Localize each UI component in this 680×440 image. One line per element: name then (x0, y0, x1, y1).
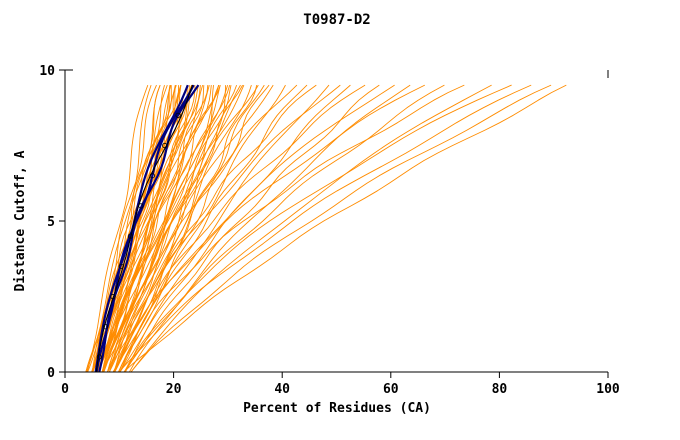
x-tick-label: 0 (61, 382, 69, 397)
x-tick-label: 60 (383, 382, 399, 397)
model-curve (124, 84, 445, 373)
series-lines (85, 84, 567, 373)
highlight-lines (94, 84, 200, 373)
model-curve (113, 84, 426, 373)
model-curve (123, 84, 380, 373)
model-curve (108, 84, 221, 373)
x-tick-label: 40 (274, 382, 290, 397)
curve-marker (110, 293, 116, 300)
model-curve (114, 85, 214, 373)
x-tick-label: 80 (492, 382, 508, 397)
curve-marker (102, 324, 109, 330)
model-curve (117, 84, 465, 373)
model-curve (123, 84, 512, 373)
curve-marker (127, 233, 134, 239)
model-curve (96, 84, 172, 373)
model-curve (119, 84, 351, 373)
model-curve (123, 84, 567, 373)
x-axis-label: Percent of Residues (CA) (243, 401, 431, 416)
model-curve (107, 84, 193, 373)
model-curve (124, 84, 330, 373)
x-tick-label: 100 (596, 382, 620, 397)
curve-marker (162, 142, 168, 149)
model-curve (101, 84, 238, 373)
y-tick-label: 0 (47, 366, 55, 381)
curve-marker (149, 173, 155, 179)
tick-labels: 0 20 40 60 80 100 0 5 10 (39, 64, 620, 397)
chart-title: T0987-D2 (303, 12, 370, 28)
y-tick-label: 5 (47, 215, 55, 230)
model-curve (108, 84, 243, 373)
model-curve (114, 84, 258, 373)
curve-marker (138, 203, 144, 209)
model-curve (113, 85, 232, 373)
model-curve (108, 84, 220, 373)
model-curve (86, 84, 149, 373)
x-tick-label: 20 (166, 382, 182, 397)
model-curve (119, 84, 395, 373)
curve-marker (118, 263, 124, 269)
model-curve (107, 84, 241, 373)
model-curve (107, 84, 341, 373)
curve-marker (175, 112, 181, 118)
axes (59, 69, 609, 378)
y-tick-label: 10 (39, 64, 55, 79)
model-curve (118, 84, 532, 373)
model-curve (102, 85, 205, 373)
model-curve (130, 84, 492, 373)
model-curve (102, 85, 196, 373)
model-curve (101, 84, 193, 373)
model-curve (130, 84, 552, 373)
y-axis-label: Distance Cutoff, A (13, 150, 28, 291)
model-curve (118, 85, 227, 373)
curve-marker (96, 354, 102, 360)
model-curve (92, 85, 171, 373)
model-curve (91, 84, 157, 373)
highlight-curve (98, 84, 200, 373)
